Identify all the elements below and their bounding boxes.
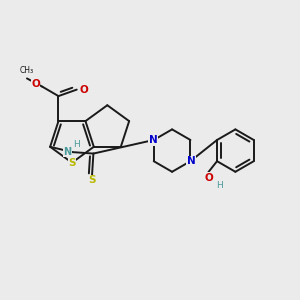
Text: N: N	[64, 147, 72, 157]
Text: CH₃: CH₃	[20, 67, 34, 76]
Text: N: N	[187, 156, 195, 166]
Text: H: H	[216, 181, 223, 190]
Text: N: N	[149, 135, 158, 145]
Text: O: O	[31, 79, 40, 89]
Text: O: O	[79, 85, 88, 94]
Text: O: O	[204, 173, 213, 183]
Text: S: S	[68, 158, 76, 168]
Text: H: H	[73, 140, 80, 148]
Text: S: S	[88, 175, 96, 185]
